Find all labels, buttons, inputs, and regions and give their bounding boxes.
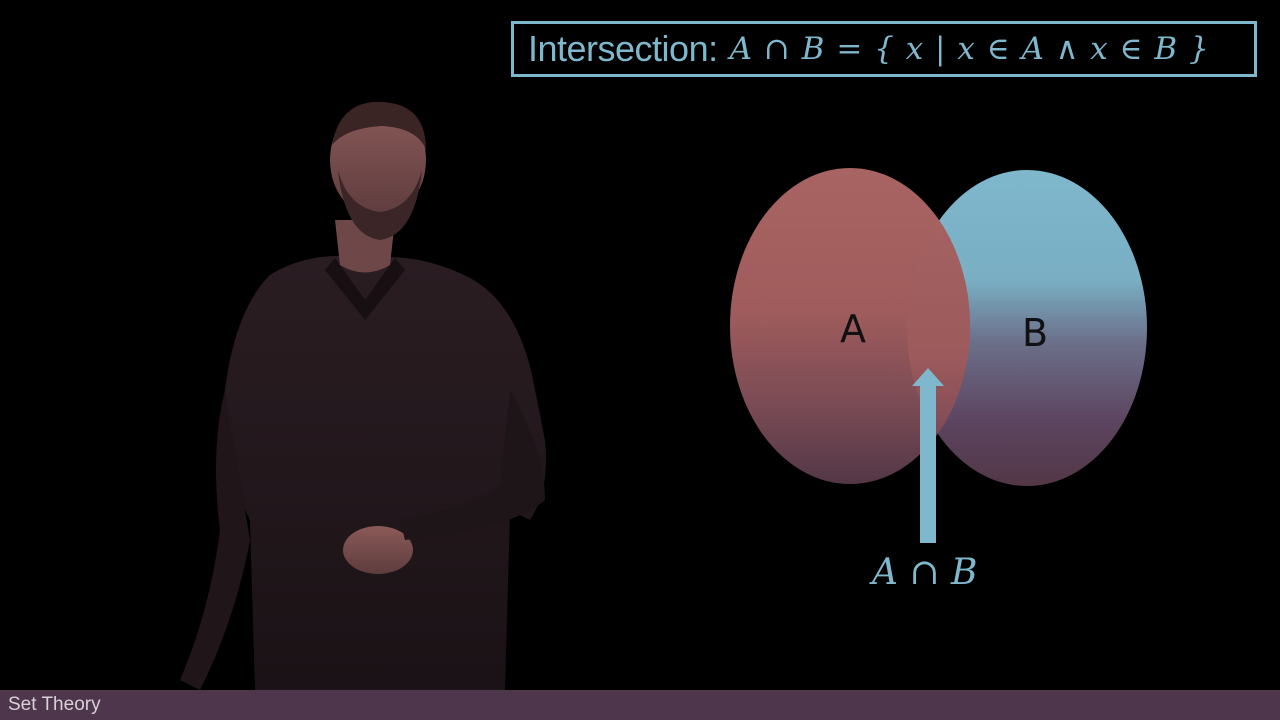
presenter-right-arm <box>400 390 545 540</box>
intersection-label: A ∩ B <box>872 552 978 593</box>
caption-bar: Set Theory <box>0 690 1280 720</box>
presenter-left-arm <box>180 390 250 690</box>
title-word: Intersection: <box>528 28 718 69</box>
intersection-arrow <box>912 368 944 543</box>
presenter-hair <box>332 101 426 150</box>
presenter-hand <box>343 526 413 574</box>
set-a-label: A <box>840 307 866 351</box>
presenter-head <box>330 102 426 218</box>
set-b-label: B <box>1022 311 1048 355</box>
title-formula: A ∩ B = { x | x ∈ A ∧ x ∈ B } <box>729 31 1210 67</box>
presenter-collar <box>325 258 405 320</box>
set-b-ellipse <box>907 170 1147 486</box>
presenter-figure <box>180 101 546 690</box>
caption-text: Set Theory <box>8 694 101 715</box>
presenter-torso <box>220 256 546 690</box>
set-a-ellipse <box>730 168 970 484</box>
venn-diagram: A B <box>730 168 1147 543</box>
presenter-beard <box>338 170 422 240</box>
title-box: Intersection: A ∩ B = { x | x ∈ A ∧ x ∈ … <box>511 21 1257 77</box>
